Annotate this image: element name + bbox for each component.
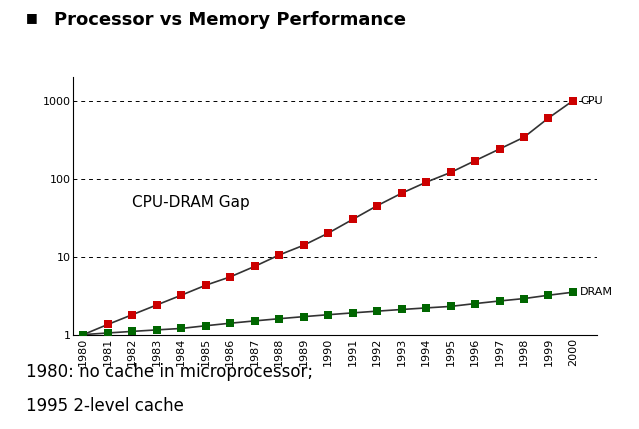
Text: DRAM: DRAM	[580, 287, 613, 297]
Text: 1980: no cache in microprocessor;: 1980: no cache in microprocessor;	[26, 363, 312, 381]
Text: Processor vs Memory Performance: Processor vs Memory Performance	[54, 11, 406, 29]
Text: 1995 2-level cache: 1995 2-level cache	[26, 397, 183, 415]
Text: CPU-DRAM Gap: CPU-DRAM Gap	[132, 195, 250, 210]
Text: CPU: CPU	[580, 96, 603, 106]
Text: ■: ■	[26, 11, 37, 24]
